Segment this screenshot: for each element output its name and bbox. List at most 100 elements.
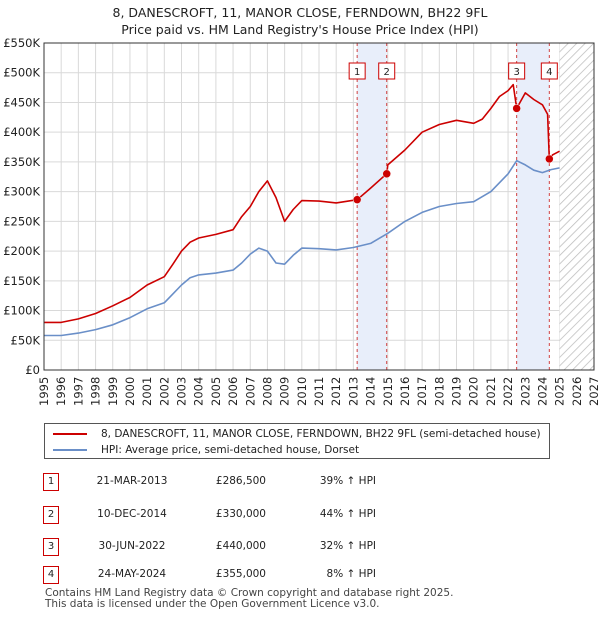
sale-hpi-change: 44% ↑ HPI bbox=[319, 508, 376, 520]
y-tick-label: £100K bbox=[3, 304, 40, 318]
sale-date: 24-MAY-2024 bbox=[97, 568, 167, 580]
x-tick-label: 2015 bbox=[381, 377, 395, 406]
chart-subtitle: Price paid vs. HM Land Registry's House … bbox=[121, 22, 479, 37]
sale-hpi-change: 8% ↑ HPI bbox=[326, 568, 376, 580]
sale-marker-label: 3 bbox=[513, 67, 519, 78]
x-tick-label: 2016 bbox=[398, 377, 412, 406]
x-tick-label: 2024 bbox=[535, 377, 549, 406]
x-tick-label: 2011 bbox=[312, 377, 326, 406]
x-tick-label: 2021 bbox=[484, 377, 498, 406]
x-tick-label: 2017 bbox=[415, 377, 429, 406]
x-tick-label: 1995 bbox=[37, 377, 51, 406]
x-tick-label: 2026 bbox=[570, 377, 584, 406]
sale-point bbox=[512, 104, 521, 113]
sale-marker-label: 2 bbox=[384, 67, 390, 78]
sale-marker-box bbox=[540, 62, 558, 80]
legend-swatch-property bbox=[53, 433, 87, 435]
sale-number-badge: 1 bbox=[43, 473, 59, 491]
x-tick-label: 2007 bbox=[243, 377, 257, 406]
plot-frame bbox=[43, 42, 595, 371]
sale-row: 1 21-MAR-2013 £286,500 39% ↑ HPI bbox=[0, 473, 600, 493]
sale-price: £440,000 bbox=[215, 540, 266, 552]
x-tick-label: 1999 bbox=[106, 377, 120, 406]
legend-swatch-hpi bbox=[53, 449, 87, 451]
y-tick-label: £350K bbox=[3, 155, 40, 169]
sale-marker-box bbox=[378, 62, 396, 80]
x-tick-label: 2008 bbox=[260, 377, 274, 406]
x-tick-label: 2020 bbox=[467, 377, 481, 406]
legend-item-hpi: HPI: Average price, semi-detached house,… bbox=[53, 442, 359, 458]
chart-title-address: 8, DANESCROFT, 11, MANOR CLOSE, FERNDOWN… bbox=[112, 5, 488, 20]
x-tick-label: 2000 bbox=[123, 377, 137, 406]
y-tick-label: £550K bbox=[3, 36, 40, 50]
sale-points bbox=[352, 104, 554, 204]
y-tick-label: £450K bbox=[3, 95, 40, 109]
series-lines bbox=[44, 83, 560, 337]
x-tick-label: 2013 bbox=[346, 377, 360, 406]
x-tick-label: 2014 bbox=[364, 377, 378, 406]
x-tick-label: 2025 bbox=[553, 377, 567, 406]
y-tick-label: £200K bbox=[3, 244, 40, 258]
sale-date: 21-MAR-2013 bbox=[96, 475, 168, 487]
sale-marker-label: 4 bbox=[546, 67, 552, 78]
sale-marker-box bbox=[348, 62, 366, 80]
y-tick-label: £50K bbox=[11, 333, 41, 347]
x-tick-label: 1998 bbox=[89, 377, 103, 406]
x-tick-label: 2019 bbox=[450, 377, 464, 406]
highlight-band bbox=[357, 43, 387, 370]
sale-number-badge: 2 bbox=[43, 506, 59, 524]
x-axis-ticks: 1995 1996 1997 1998 1999 2000 2001 2002 2003 2004… bbox=[37, 377, 600, 406]
y-axis-ticks: £0 £50K £100K £150K £200K £250K £300K £350K £400… bbox=[3, 36, 40, 377]
chart-title-block: 8, DANESCROFT, 11, MANOR CLOSE, FERNDOWN… bbox=[0, 4, 600, 38]
y-tick-label: £150K bbox=[3, 274, 40, 288]
forecast-hatch-region bbox=[559, 43, 594, 370]
sale-number-badge: 3 bbox=[43, 538, 59, 556]
sale-date: 30-JUN-2022 bbox=[98, 540, 166, 552]
y-tick-label: £250K bbox=[3, 214, 40, 228]
sale-date: 10-DEC-2014 bbox=[97, 508, 167, 520]
x-tick-label: 2001 bbox=[140, 377, 154, 406]
price-chart: 1 2 3 4 £0 £50K £100K £150K £200K £250K £300K £350… bbox=[3, 36, 600, 406]
x-tick-label: 2022 bbox=[501, 377, 515, 406]
footer-attribution: Contains HM Land Registry data © Crown c… bbox=[45, 588, 453, 610]
highlight-band bbox=[516, 43, 550, 370]
x-tick-label: 2023 bbox=[518, 377, 532, 406]
sale-point bbox=[382, 169, 391, 179]
sale-marker-label: 1 bbox=[354, 67, 360, 78]
x-tick-label: 2010 bbox=[295, 377, 309, 406]
x-tick-label: 2012 bbox=[329, 377, 343, 406]
sale-price: £330,000 bbox=[215, 508, 266, 520]
x-tick-label: 2006 bbox=[226, 377, 240, 406]
x-tick-label: 2009 bbox=[278, 377, 292, 406]
sale-row: 2 10-DEC-2014 £330,000 44% ↑ HPI bbox=[0, 506, 600, 526]
x-tick-label: 2018 bbox=[432, 377, 446, 406]
footer-copyright: Contains HM Land Registry data © Crown c… bbox=[45, 587, 454, 599]
x-tick-label: 2002 bbox=[157, 377, 171, 406]
legend-label-hpi: HPI: Average price, semi-detached house,… bbox=[101, 444, 360, 456]
grid-lines bbox=[43, 42, 595, 371]
sale-hpi-change: 39% ↑ HPI bbox=[319, 475, 376, 487]
sale-marker-box bbox=[508, 62, 526, 80]
sale-hpi-change: 32% ↑ HPI bbox=[319, 540, 376, 552]
property-price-line bbox=[44, 83, 560, 324]
sale-row: 4 24-MAY-2024 £355,000 8% ↑ HPI bbox=[0, 566, 600, 586]
sale-point bbox=[352, 195, 362, 204]
sale-row: 3 30-JUN-2022 £440,000 32% ↑ HPI bbox=[0, 538, 600, 558]
x-tick-label: 1997 bbox=[71, 377, 85, 406]
x-tick-label: 2003 bbox=[175, 377, 189, 406]
y-tick-label: £300K bbox=[3, 185, 40, 199]
highlight-bands: 1 2 3 4 bbox=[348, 43, 594, 370]
x-tick-label: 1996 bbox=[54, 377, 68, 406]
hpi-line bbox=[44, 159, 560, 337]
legend-label-property: 8, DANESCROFT, 11, MANOR CLOSE, FERNDOWN… bbox=[101, 428, 541, 440]
x-tick-label: 2027 bbox=[587, 377, 600, 406]
plot-border bbox=[43, 42, 595, 371]
sale-point bbox=[545, 154, 554, 164]
legend: 8, DANESCROFT, 11, MANOR CLOSE, FERNDOWN… bbox=[44, 423, 550, 459]
legend-item-property: 8, DANESCROFT, 11, MANOR CLOSE, FERNDOWN… bbox=[53, 426, 541, 442]
sale-price: £355,000 bbox=[215, 568, 266, 580]
y-tick-label: £0 bbox=[25, 363, 40, 377]
x-tick-label: 2005 bbox=[209, 377, 223, 406]
footer-licence: This data is licensed under the Open Gov… bbox=[45, 598, 380, 610]
y-tick-label: £400K bbox=[3, 125, 40, 139]
